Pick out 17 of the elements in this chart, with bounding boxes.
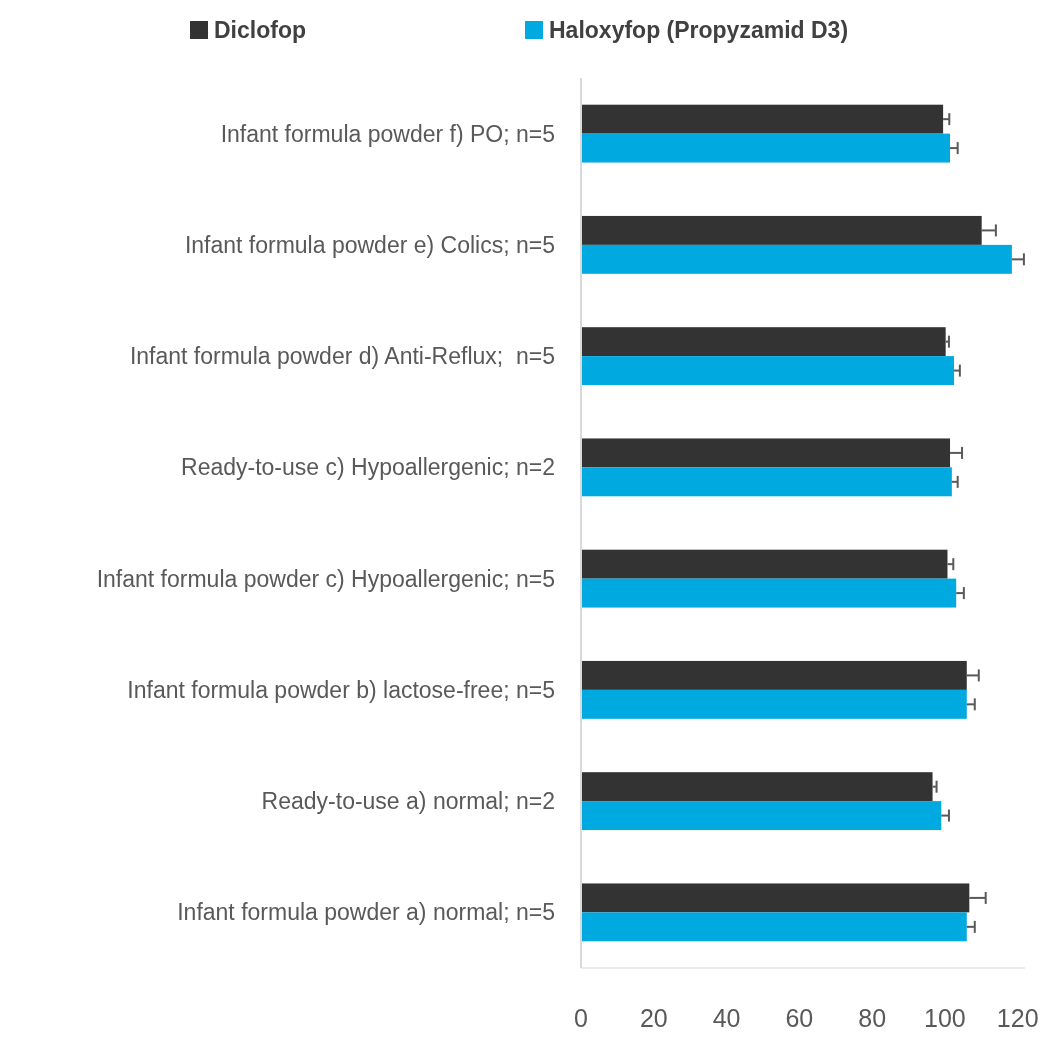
y-tick-label: Infant formula powder a) normal; n=5 [177, 899, 555, 926]
y-tick-label: Infant formula powder e) Colics; n=5 [184, 231, 555, 258]
x-tick-label: 80 [858, 1004, 887, 1032]
x-tick-label: 20 [639, 1004, 668, 1032]
x-tick-label: 120 [996, 1004, 1039, 1032]
y-tick-label: Infant formula powder d) Anti-Reflux; n=5 [129, 343, 555, 370]
y-tick-label: Infant formula powder b) lactose-free; n=5 [127, 676, 555, 703]
y-tick-label: Infant formula powder c) Hypoallergenic; n=5 [96, 565, 555, 592]
x-tick-label: 100 [924, 1004, 966, 1032]
y-tick-label: Ready-to-use a) normal; n=2 [261, 788, 555, 815]
y-tick-label: Infant formula powder f) PO; n=5 [220, 120, 555, 147]
x-tick-label: 60 [785, 1004, 814, 1032]
x-tick-label: 40 [712, 1004, 741, 1032]
y-tick-label: Ready-to-use c) Hypoallergenic; n=2 [181, 454, 555, 481]
x-tick-label: 0 [574, 1004, 588, 1032]
legend-label: Diclofop [214, 17, 306, 44]
legend-label: Haloxyfop (Propyzamid D3) [549, 17, 849, 44]
